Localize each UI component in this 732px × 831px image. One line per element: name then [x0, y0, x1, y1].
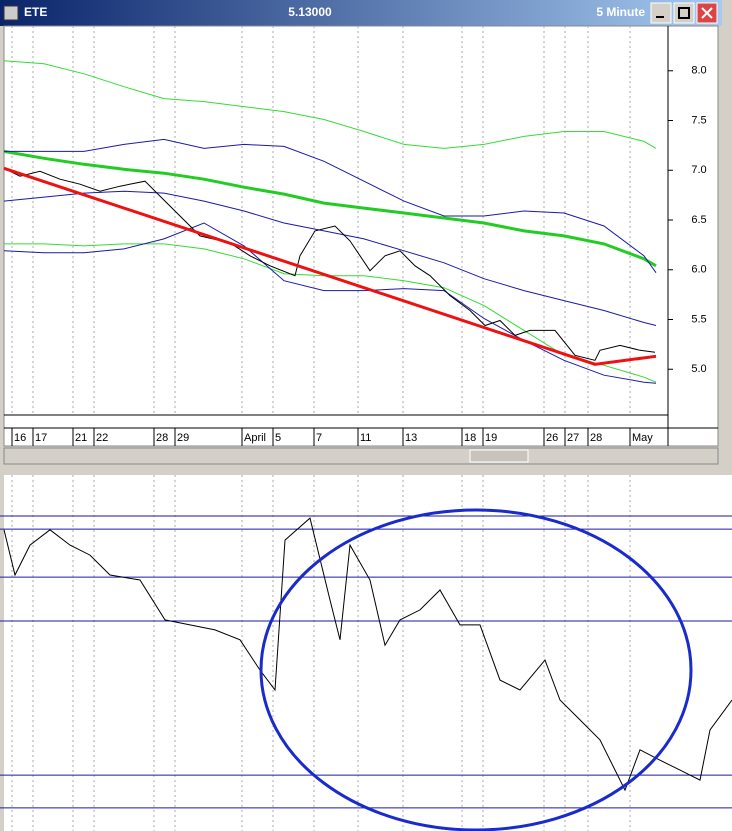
x-tick-label: April: [244, 432, 266, 444]
price-panel: [3, 25, 719, 447]
x-tick-label: 22: [96, 432, 108, 444]
x-tick-label: 29: [177, 432, 189, 444]
price: 5.13000: [288, 5, 332, 19]
minimize-button[interactable]: [650, 2, 672, 24]
series-line: [4, 138, 657, 273]
icon: [678, 7, 690, 19]
x-tick-label: 27: [567, 432, 579, 444]
x-tick-label: 28: [156, 432, 168, 444]
scroll-thumb[interactable]: [469, 449, 529, 463]
series-line: [3, 166, 657, 366]
interval: 5 Minute: [596, 5, 645, 19]
series-line: [3, 167, 656, 361]
symbol: ETE: [24, 5, 47, 19]
y-tick-label: 7.5: [691, 114, 706, 126]
app-icon: [3, 5, 19, 21]
x-tick-label: 26: [546, 432, 558, 444]
x-tick-label: 13: [405, 432, 417, 444]
annotation-ellipse: [259, 508, 693, 831]
y-tick-label: 6.0: [691, 264, 706, 276]
maximize-button[interactable]: [673, 2, 695, 24]
x-tick-label: 21: [75, 432, 87, 444]
x-tick-label: 19: [485, 432, 497, 444]
y-tick-label: 6.5: [691, 214, 706, 226]
y-tick-label: 5.0: [691, 363, 706, 375]
series-line: [3, 60, 657, 149]
x-tick-label: 5: [275, 432, 281, 444]
scrollbar[interactable]: [3, 447, 719, 465]
x-tick-label: May: [632, 432, 653, 444]
x-tick-label: 17: [35, 432, 47, 444]
x-tick-label: 11: [360, 432, 371, 444]
title-bar: [0, 0, 722, 26]
y-tick-label: 5.5: [691, 313, 706, 325]
icon: [701, 7, 713, 19]
x-tick-label: 28: [590, 432, 602, 444]
y-tick-label: 8.0: [691, 65, 706, 77]
series-line: [3, 222, 657, 384]
series-line: [3, 149, 657, 268]
x-tick-label: 16: [14, 432, 26, 444]
x-tick-label: 18: [464, 432, 476, 444]
series-line: [3, 517, 732, 792]
x-tick-label: 7: [316, 432, 322, 444]
y-tick-label: 7.0: [691, 164, 706, 176]
indicator-panel: [4, 475, 732, 831]
